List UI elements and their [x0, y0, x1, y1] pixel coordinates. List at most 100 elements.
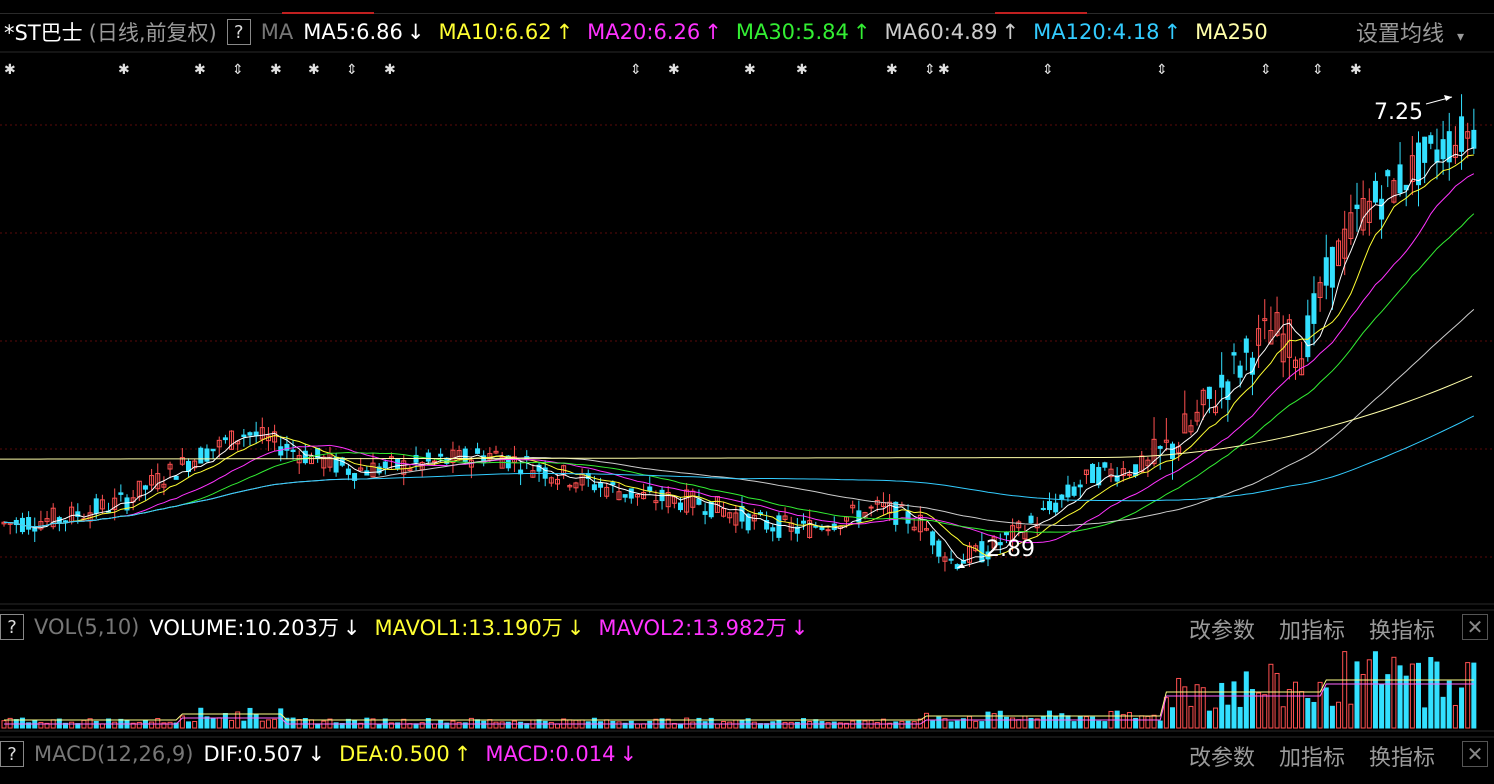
volume-indicator-name[interactable]: VOL(5,10): [34, 615, 140, 639]
volume-bar: [63, 722, 68, 729]
volume-bar: [186, 721, 191, 729]
candle-body: [776, 515, 782, 538]
volume-bar: [1243, 671, 1249, 729]
candle-body: [204, 448, 210, 462]
macd-add-indicator-button[interactable]: 加指标: [1279, 746, 1346, 771]
volume-bar: [1237, 706, 1243, 729]
candle-body: [352, 473, 358, 481]
volume-bar: [505, 721, 511, 729]
candle-body: [1428, 135, 1434, 144]
volume-switch-indicator-button[interactable]: 换指标: [1369, 619, 1436, 644]
indicator-name[interactable]: MA: [260, 20, 294, 44]
candle-body: [997, 542, 1003, 546]
volume-bar: [622, 722, 628, 729]
candle-body: [1065, 484, 1071, 498]
stock-symbol: *ST巴士: [4, 21, 83, 45]
candle-body: [1305, 315, 1311, 358]
arrow-down-icon: ↓: [566, 616, 585, 640]
candle-body: [284, 443, 290, 451]
candle-body: [475, 448, 481, 454]
volume-bar: [1329, 705, 1335, 729]
ma-value: MA120:4.18 ↑: [1033, 20, 1181, 44]
candle-body: [850, 504, 856, 509]
macd-value-text: DEA:0.500: [339, 742, 450, 766]
macd-switch-indicator-button[interactable]: 换指标: [1369, 746, 1436, 771]
macd-close-icon[interactable]: ✕: [1462, 741, 1488, 767]
candle-body: [807, 520, 813, 538]
candle-body: [647, 486, 653, 492]
macd-values: DIF:0.507 ↓ DEA:0.500 ↑ MACD:0.014 ↓: [204, 742, 652, 766]
volume-bar: [481, 720, 487, 729]
volume-bar: [967, 715, 973, 729]
volume-bar: [1157, 720, 1163, 729]
volume-bar: [942, 718, 948, 729]
ma5-line: [3, 147, 1475, 562]
candle-body: [1262, 318, 1268, 322]
arrow-down-icon: ↓: [619, 742, 638, 766]
candle-body: [1434, 149, 1440, 163]
volume-bar: [468, 717, 474, 729]
candle-body: [782, 515, 788, 520]
volume-bar: [555, 723, 560, 729]
candle-body: [370, 462, 376, 478]
caret-down-icon: ▾: [1457, 29, 1465, 45]
ma-value-text: MA60:4.89: [884, 20, 998, 44]
volume-bar: [241, 720, 247, 729]
volume-bar: [1323, 687, 1329, 729]
candle-body: [1047, 501, 1052, 511]
candle-body: [272, 431, 278, 443]
signal-mark: ✱: [668, 62, 680, 78]
candle-body: [1170, 443, 1175, 460]
volume-bar: [44, 722, 50, 729]
volume-bar: [1016, 719, 1022, 729]
volume-bar: [702, 721, 708, 729]
volume-bar: [628, 720, 634, 729]
ma-value: MA250: [1195, 20, 1268, 44]
volume-bar: [893, 721, 899, 729]
volume-bar: [462, 722, 468, 729]
volume-bar: [1262, 694, 1268, 729]
macd-indicator-name[interactable]: MACD(12,26,9): [34, 742, 194, 766]
volume-bar: [38, 721, 44, 729]
volume-add-indicator-button[interactable]: 加指标: [1279, 619, 1346, 644]
candle-body: [142, 485, 148, 490]
volume-bar: [376, 723, 382, 729]
volume-bar: [518, 721, 524, 729]
volume-help-button[interactable]: ?: [0, 614, 24, 640]
candle-body: [665, 492, 671, 508]
signal-mark: ⇕: [232, 62, 244, 78]
signal-mark: ✱: [384, 62, 396, 78]
volume-bar: [173, 722, 179, 729]
volume-bar: [696, 717, 702, 729]
volume-bar: [905, 720, 911, 729]
volume-change-params-button[interactable]: 改参数: [1189, 619, 1256, 644]
volume-bar: [302, 718, 308, 729]
volume-bar: [831, 721, 837, 729]
ma30-line: [3, 213, 1475, 534]
arrow-up-icon: ↑: [453, 742, 472, 766]
volume-bar: [991, 713, 997, 729]
volume-bar: [930, 720, 936, 729]
volume-bar: [794, 721, 800, 729]
volume-close-icon[interactable]: ✕: [1462, 614, 1488, 640]
signal-mark: ✱: [270, 62, 282, 78]
candle-body: [1003, 531, 1009, 536]
volume-bar: [136, 721, 142, 729]
ma-value: MA5:6.86 ↓: [303, 20, 424, 44]
mavol2-line: [4, 683, 1474, 725]
candle-body: [591, 484, 597, 491]
volume-value: VOLUME:10.203万 ↓: [149, 612, 360, 642]
ma10-line: [3, 154, 1474, 557]
macd-change-params-button[interactable]: 改参数: [1189, 746, 1256, 771]
volume-bar: [167, 721, 173, 729]
candle-body: [1096, 466, 1102, 486]
help-button[interactable]: ?: [226, 19, 251, 45]
macd-help-button[interactable]: ?: [0, 741, 24, 767]
volume-bar: [1083, 716, 1089, 729]
ma-settings-button[interactable]: 设置均线 ▾: [1356, 16, 1491, 48]
candle-body: [1219, 374, 1225, 388]
volume-bar: [1151, 714, 1157, 729]
candle-body: [1348, 212, 1354, 239]
candle-body: [573, 482, 579, 489]
